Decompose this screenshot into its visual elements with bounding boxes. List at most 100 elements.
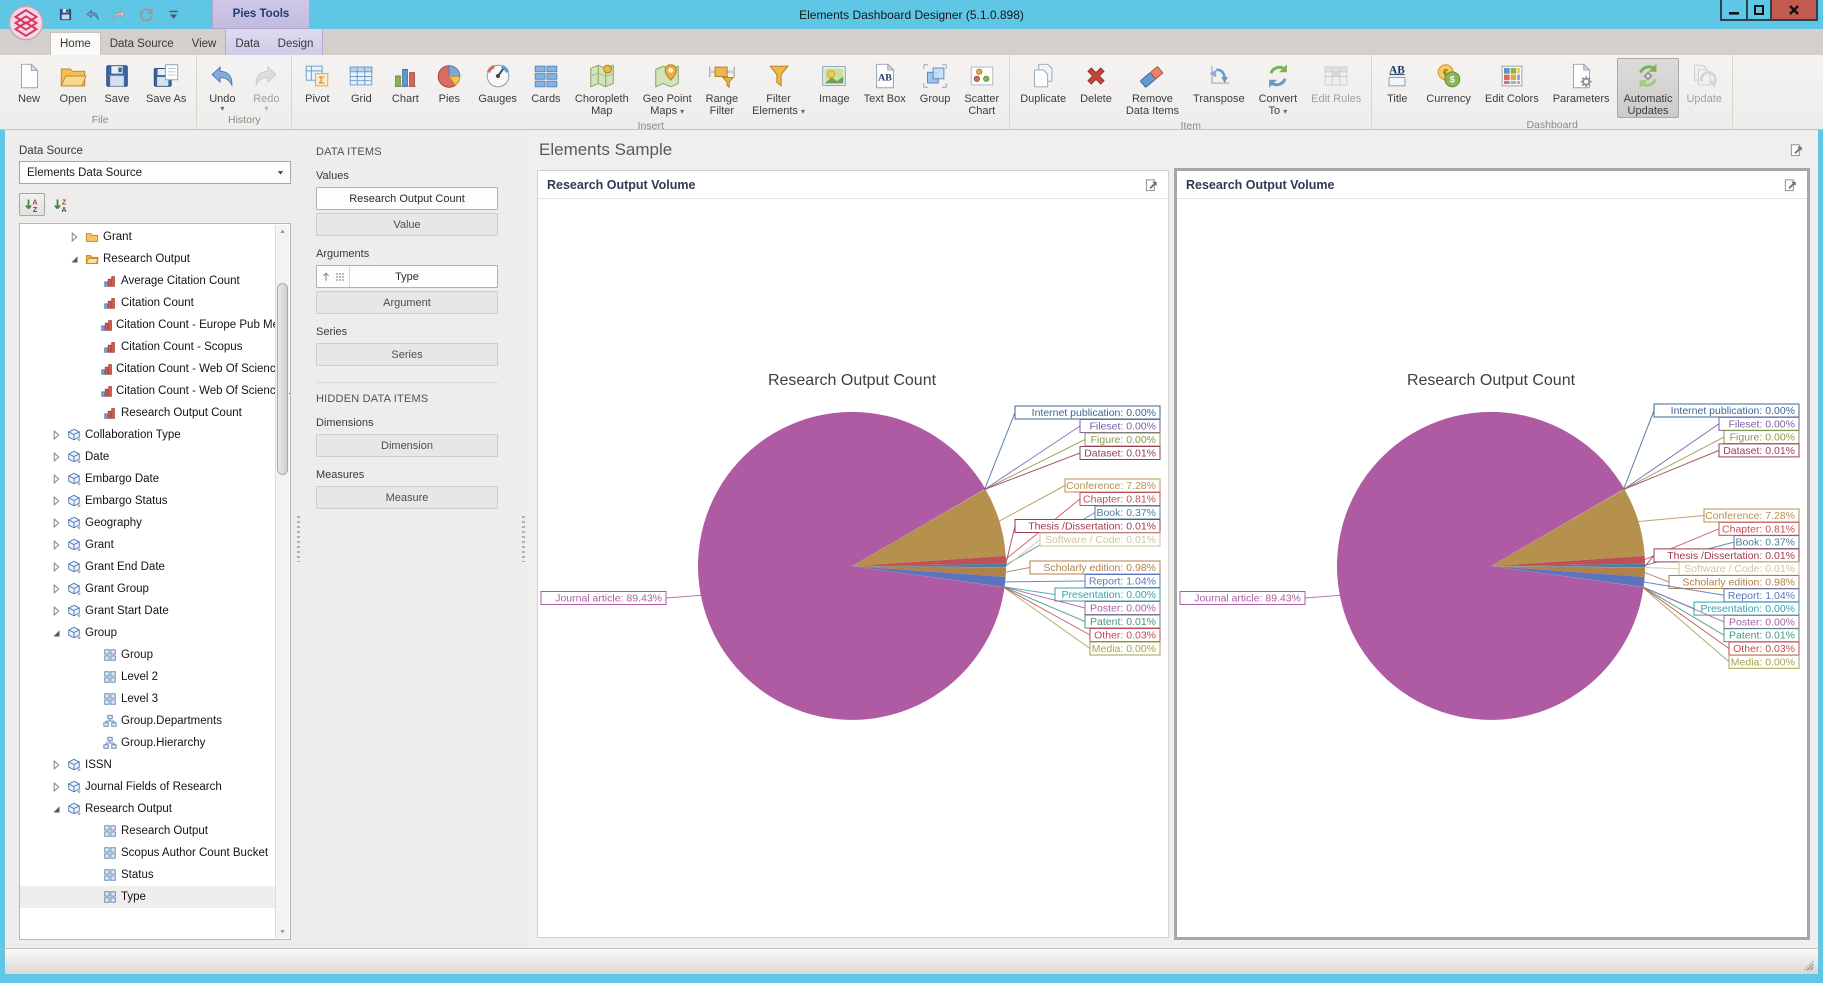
close-button[interactable] xyxy=(1772,0,1818,21)
dashboard-item-1[interactable]: Research Output Volume Research Output C… xyxy=(537,170,1169,938)
data-source-select[interactable]: Elements Data Source xyxy=(19,161,291,184)
tab-design[interactable]: Design xyxy=(277,38,314,50)
pie-slice-scholarly-edition[interactable] xyxy=(1491,566,1645,577)
ribbon-button-choropleth-map[interactable]: Choropleth Map xyxy=(568,58,636,118)
tree-item-embargo-status[interactable]: Embargo Status xyxy=(20,490,275,512)
ribbon-button-edit-colors[interactable]: Edit Colors xyxy=(1478,58,1546,106)
dashboard-item-2-selected[interactable]: Research Output Volume Research Output C… xyxy=(1174,168,1810,940)
tab-view[interactable]: View xyxy=(191,38,217,50)
data-item-chip-measure[interactable]: Measure xyxy=(316,486,498,509)
ribbon-button-new[interactable]: New xyxy=(7,58,51,106)
tree-item-collaboration-type[interactable]: Collaboration Type xyxy=(20,424,275,446)
pie-slice-book[interactable] xyxy=(1491,563,1646,568)
customize-quick-access-icon[interactable] xyxy=(166,7,181,22)
pie-slice-patent[interactable] xyxy=(1491,566,1644,588)
pie-slice-chapter[interactable] xyxy=(1491,555,1645,566)
expand-collapsed-icon[interactable] xyxy=(48,472,64,486)
ribbon-button-filter-elements[interactable]: Filter Elements ▾ xyxy=(745,58,812,119)
pie-slice-other[interactable] xyxy=(1491,566,1644,588)
export-icon[interactable] xyxy=(1783,177,1798,193)
expand-expanded-icon[interactable] xyxy=(48,626,64,640)
tab-data[interactable]: Data xyxy=(235,38,260,50)
pie-slice-conference[interactable] xyxy=(852,489,1006,566)
ribbon-button-undo[interactable]: Undo ▾ xyxy=(200,58,244,113)
pie-slice-journal-article[interactable] xyxy=(698,411,1005,720)
tree-item-citation-count[interactable]: Citation Count xyxy=(20,292,275,314)
tree-item-grant-group[interactable]: Grant Group xyxy=(20,578,275,600)
tree-item-group-departments[interactable]: Group.Departments xyxy=(20,710,275,732)
ribbon-button-delete[interactable]: Delete xyxy=(1073,58,1119,106)
ribbon-button-duplicate[interactable]: Duplicate xyxy=(1013,58,1073,106)
pie-slice-journal-article[interactable] xyxy=(1337,411,1644,720)
tree-item-type[interactable]: Type xyxy=(20,886,275,908)
tree-item-citation-count-web-of-science[interactable]: Citation Count - Web Of Science... xyxy=(20,380,290,402)
tree-item-scopus-author-count-bucket[interactable]: Scopus Author Count Bucket xyxy=(20,842,275,864)
ribbon-button-text-box[interactable]: AB Text Box xyxy=(857,58,913,106)
tab-home[interactable]: Home xyxy=(50,32,101,55)
expand-collapsed-icon[interactable] xyxy=(48,758,64,772)
data-item-chip-series[interactable]: Series xyxy=(316,343,498,366)
ribbon-button-scatter-chart[interactable]: Scatter Chart xyxy=(957,58,1006,118)
expand-collapsed-icon[interactable] xyxy=(48,560,64,574)
expand-collapsed-icon[interactable] xyxy=(48,582,64,596)
ribbon-button-save-as[interactable]: Save As xyxy=(139,58,193,106)
expand-collapsed-icon[interactable] xyxy=(48,516,64,530)
ribbon-button-currency[interactable]: € $ Currency xyxy=(1419,58,1478,106)
tree-item-research-output[interactable]: Research Output xyxy=(20,820,275,842)
pie-slice-conference[interactable] xyxy=(1491,489,1645,566)
redo-icon[interactable] xyxy=(112,7,127,22)
expand-collapsed-icon[interactable] xyxy=(66,230,82,244)
ribbon-button-group[interactable]: Group xyxy=(913,58,958,106)
tree-item-research-output-count[interactable]: Research Output Count xyxy=(20,402,275,424)
ribbon-button-save[interactable]: Save xyxy=(95,58,139,106)
ribbon-button-gauges[interactable]: Gauges xyxy=(471,58,524,106)
pie-chart-2[interactable]: Research Output Count Internet publicatio… xyxy=(1177,199,1807,937)
data-item-chip-type[interactable]: Type xyxy=(316,265,498,288)
data-item-chip-dimension[interactable]: Dimension xyxy=(316,434,498,457)
tree-item-level-3[interactable]: Level 3 xyxy=(20,688,275,710)
tree-item-status[interactable]: Status xyxy=(20,864,275,886)
splitter-left[interactable] xyxy=(295,130,302,948)
pie-slice-other[interactable] xyxy=(852,566,1005,588)
tree-item-grant-start-date[interactable]: Grant Start Date xyxy=(20,600,275,622)
ribbon-button-chart[interactable]: Chart xyxy=(383,58,427,106)
ribbon-button-automatic-updates[interactable]: Automatic Updates xyxy=(1616,58,1680,118)
ribbon-button-pies[interactable]: Pies xyxy=(427,58,471,106)
expand-collapsed-icon[interactable] xyxy=(48,428,64,442)
ribbon-button-parameters[interactable]: Parameters xyxy=(1546,58,1617,106)
minimize-button[interactable] xyxy=(1720,0,1748,21)
tree-item-citation-count-scopus[interactable]: Citation Count - Scopus xyxy=(20,336,275,358)
scroll-down-arrow-icon[interactable] xyxy=(276,925,289,938)
ribbon-button-remove-data-items[interactable]: Remove Data Items xyxy=(1119,58,1186,118)
ribbon-button-geo-point-maps[interactable]: Geo Point Maps ▾ xyxy=(636,58,699,119)
tree-item-citation-count-europe-pub-me[interactable]: Citation Count - Europe Pub Me... xyxy=(20,314,289,336)
refresh-icon[interactable] xyxy=(139,7,154,22)
tree-item-research-output[interactable]: Research Output xyxy=(20,798,275,820)
ribbon-button-transpose[interactable]: Transpose xyxy=(1186,58,1252,106)
tree-item-group-hierarchy[interactable]: Group.Hierarchy xyxy=(20,732,275,754)
tree-item-grant[interactable]: Grant xyxy=(20,226,275,248)
splitter-right[interactable] xyxy=(520,130,527,948)
expand-collapsed-icon[interactable] xyxy=(48,780,64,794)
tree-item-research-output[interactable]: Research Output xyxy=(20,248,275,270)
tree-item-level-2[interactable]: Level 2 xyxy=(20,666,275,688)
tree-scrollbar[interactable] xyxy=(275,225,289,938)
tree-item-average-citation-count[interactable]: Average Citation Count xyxy=(20,270,275,292)
sort-ascending-small-icon[interactable] xyxy=(320,271,332,283)
export-icon[interactable] xyxy=(1144,177,1159,193)
pie-slice-report[interactable] xyxy=(1491,566,1645,587)
tree-item-group[interactable]: Group xyxy=(20,644,275,666)
save-icon[interactable] xyxy=(58,7,73,22)
ribbon-button-image[interactable]: Image xyxy=(812,58,857,106)
expand-expanded-icon[interactable] xyxy=(66,252,82,266)
app-logo-icon[interactable] xyxy=(7,4,45,42)
tree-item-grant[interactable]: Grant xyxy=(20,534,275,556)
tree-item-citation-count-web-of-science[interactable]: Citation Count - Web Of Science xyxy=(20,358,282,380)
expand-collapsed-icon[interactable] xyxy=(48,450,64,464)
maximize-button[interactable] xyxy=(1748,0,1772,21)
ribbon-button-open[interactable]: Open xyxy=(51,58,95,106)
scroll-up-arrow-icon[interactable] xyxy=(276,225,289,238)
ribbon-button-range-filter[interactable]: Range Filter xyxy=(699,58,745,118)
